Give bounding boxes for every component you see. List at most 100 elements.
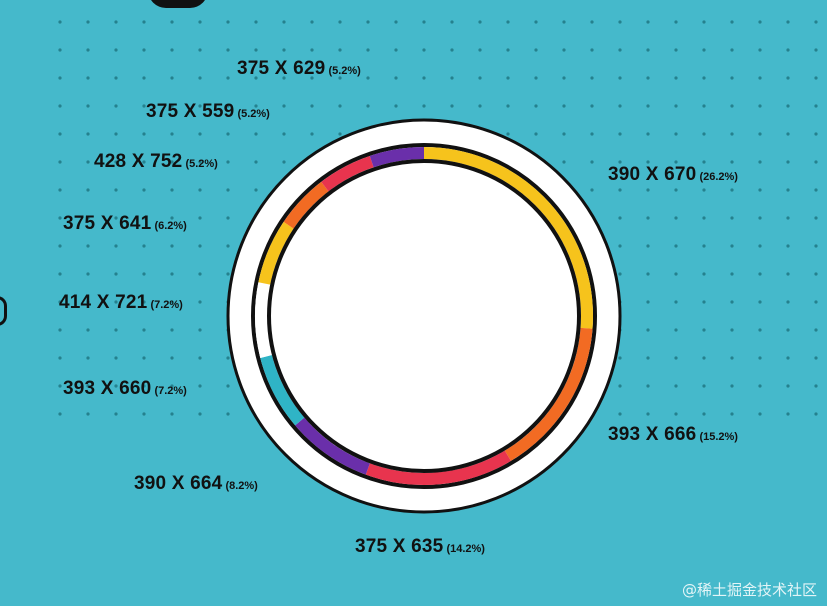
- background-dot: [590, 76, 594, 80]
- background-dot: [730, 356, 734, 360]
- background-dot: [646, 216, 650, 220]
- background-dot: [534, 132, 538, 136]
- background-dot: [814, 104, 818, 108]
- background-dot: [534, 104, 538, 108]
- background-dot: [58, 328, 62, 332]
- background-dot: [226, 104, 230, 108]
- background-dot: [646, 384, 650, 388]
- background-dot: [646, 412, 650, 416]
- background-dot: [394, 76, 398, 80]
- slice-label-percent: (7.2%): [154, 385, 187, 397]
- background-dot: [198, 412, 202, 416]
- background-dot: [786, 132, 790, 136]
- background-dot: [674, 244, 678, 248]
- background-dot: [450, 20, 454, 24]
- background-dot: [366, 76, 370, 80]
- background-dot: [730, 48, 734, 52]
- background-dot: [758, 384, 762, 388]
- background-dot: [422, 76, 426, 80]
- background-dot: [758, 132, 762, 136]
- background-dot: [198, 160, 202, 164]
- background-dot: [114, 356, 118, 360]
- background-dot: [86, 76, 90, 80]
- background-dot: [758, 76, 762, 80]
- background-dot: [618, 244, 622, 248]
- background-dot: [730, 384, 734, 388]
- background-dot: [366, 48, 370, 52]
- background-dot: [786, 20, 790, 24]
- background-dot: [562, 48, 566, 52]
- background-dot: [310, 48, 314, 52]
- background-dot: [562, 76, 566, 80]
- background-dot: [590, 132, 594, 136]
- background-dot: [618, 76, 622, 80]
- background-dot: [674, 272, 678, 276]
- background-dot: [786, 328, 790, 332]
- background-dot: [198, 104, 202, 108]
- slice-label-percent: (7.2%): [150, 299, 183, 311]
- background-dot: [86, 244, 90, 248]
- slice-label-percent: (5.2%): [328, 65, 361, 77]
- background-dot: [338, 104, 342, 108]
- background-dot: [478, 20, 482, 24]
- background-dot: [170, 216, 174, 220]
- background-dot: [646, 188, 650, 192]
- slice-label: 428 X 752 (5.2%): [94, 151, 218, 173]
- background-dot: [58, 132, 62, 136]
- background-dot: [786, 412, 790, 416]
- background-dot: [170, 160, 174, 164]
- background-dot: [618, 384, 622, 388]
- background-dot: [114, 384, 118, 388]
- background-dot: [646, 104, 650, 108]
- background-dot: [58, 300, 62, 304]
- ring-slice: [258, 221, 294, 285]
- background-dot: [254, 20, 258, 24]
- background-dot: [646, 272, 650, 276]
- background-dot: [786, 384, 790, 388]
- background-dot: [478, 48, 482, 52]
- background-dot: [282, 48, 286, 52]
- background-dot: [198, 328, 202, 332]
- background-dot: [646, 300, 650, 304]
- background-dot: [394, 104, 398, 108]
- background-dot: [730, 188, 734, 192]
- background-dot: [674, 188, 678, 192]
- ring-inner-center: [267, 159, 581, 473]
- background-dot: [562, 132, 566, 136]
- background-dot: [814, 48, 818, 52]
- background-dot: [86, 104, 90, 108]
- background-dot: [786, 104, 790, 108]
- background-dot: [730, 300, 734, 304]
- background-dot: [506, 20, 510, 24]
- background-dot: [674, 132, 678, 136]
- ring-slice: [369, 147, 425, 168]
- background-dot: [394, 20, 398, 24]
- background-dot: [730, 132, 734, 136]
- background-dot: [198, 20, 202, 24]
- background-dot: [226, 216, 230, 220]
- background-dot: [534, 48, 538, 52]
- background-dot: [786, 160, 790, 164]
- background-dot: [86, 20, 90, 24]
- background-dot: [86, 48, 90, 52]
- background-dot: [730, 160, 734, 164]
- background-dot: [114, 272, 118, 276]
- slice-label: 375 X 635 (14.2%): [355, 536, 485, 558]
- background-dot: [226, 356, 230, 360]
- background-dot: [450, 76, 454, 80]
- background-dot: [170, 272, 174, 276]
- background-dot: [86, 160, 90, 164]
- background-dot: [142, 160, 146, 164]
- slice-label-resolution: 375 X 629: [237, 58, 326, 79]
- background-dot: [814, 132, 818, 136]
- background-dot: [786, 300, 790, 304]
- background-dot: [534, 20, 538, 24]
- background-dot: [86, 300, 90, 304]
- background-dot: [646, 244, 650, 248]
- background-dot: [86, 384, 90, 388]
- background-dot: [86, 328, 90, 332]
- background-dot: [58, 76, 62, 80]
- slice-label-resolution: 390 X 670: [608, 164, 697, 185]
- slice-label: 375 X 629 (5.2%): [237, 58, 361, 80]
- background-dot: [170, 412, 174, 416]
